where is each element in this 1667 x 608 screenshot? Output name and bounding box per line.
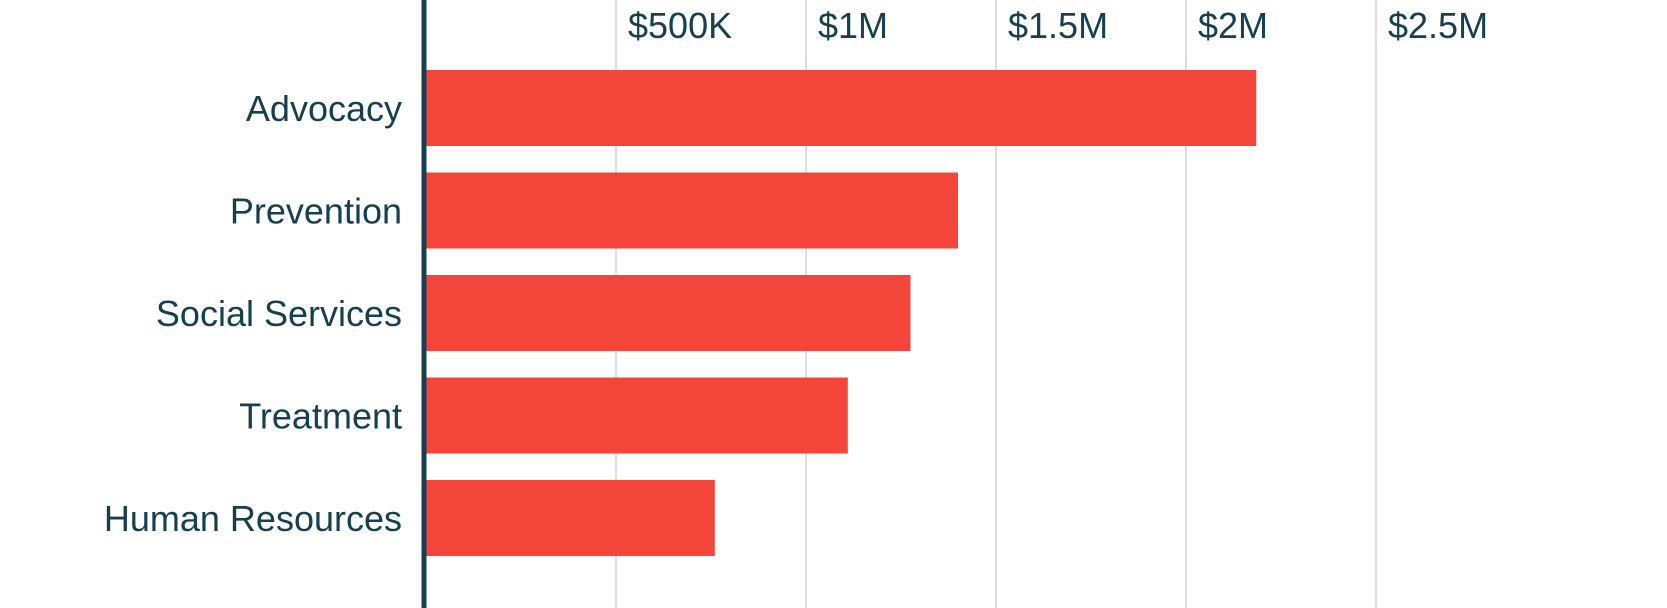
category-label: Advocacy — [246, 88, 402, 129]
category-label: Prevention — [230, 191, 402, 232]
bar-human-resources — [426, 480, 715, 556]
x-tick-label: $2.5M — [1388, 5, 1488, 46]
x-tick-label: $2M — [1198, 5, 1268, 46]
x-tick-label: $1M — [818, 5, 888, 46]
bar-treatment — [426, 377, 848, 454]
x-tick-label: $1.5M — [1008, 5, 1108, 46]
x-tick-labels: $500K $1M $1.5M $2M $2.5M — [628, 5, 1488, 46]
bar-advocacy — [426, 70, 1257, 146]
category-labels: Advocacy Prevention Social Services Treatme… — [104, 88, 402, 539]
category-label: Treatment — [239, 396, 402, 437]
category-label: Human Resources — [104, 498, 402, 539]
bar-social-services — [426, 275, 911, 351]
category-label: Social Services — [156, 293, 402, 334]
x-tick-label: $500K — [628, 5, 732, 46]
bar-prevention — [426, 172, 958, 249]
bars — [426, 70, 1257, 556]
